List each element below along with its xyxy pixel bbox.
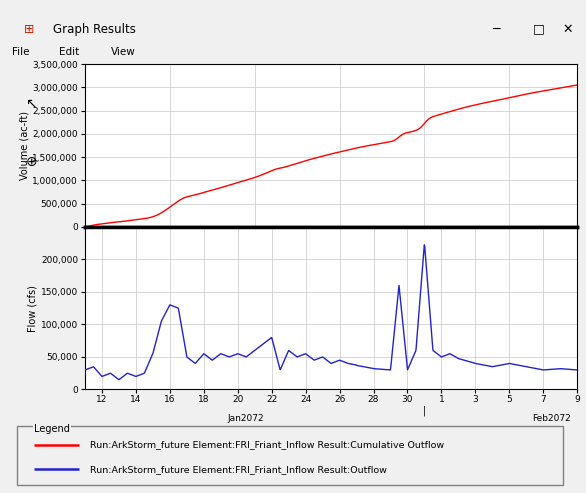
Text: ⊞: ⊞: [23, 23, 34, 35]
Text: Jan2072: Jan2072: [228, 414, 264, 423]
Text: Graph Results: Graph Results: [53, 23, 135, 35]
FancyBboxPatch shape: [18, 425, 563, 486]
Text: □: □: [533, 23, 545, 35]
Text: |: |: [423, 405, 426, 416]
Text: ↖: ↖: [26, 96, 37, 110]
Text: Run:ArkStorm_future Element:FRI_Friant_Inflow Result:Outflow: Run:ArkStorm_future Element:FRI_Friant_I…: [90, 465, 387, 474]
Text: Edit: Edit: [59, 47, 79, 57]
Text: Run:ArkStorm_future Element:FRI_Friant_Inflow Result:Cumulative Outflow: Run:ArkStorm_future Element:FRI_Friant_I…: [90, 440, 445, 449]
Text: Feb2072: Feb2072: [532, 414, 571, 423]
Text: View: View: [111, 47, 136, 57]
Y-axis label: Volume (ac-ft): Volume (ac-ft): [19, 111, 29, 180]
Text: ✕: ✕: [563, 23, 573, 35]
Text: File: File: [12, 47, 29, 57]
Text: ⊕: ⊕: [26, 155, 37, 169]
Text: Legend: Legend: [34, 423, 70, 433]
Y-axis label: Flow (cfs): Flow (cfs): [28, 284, 38, 332]
Text: ─: ─: [492, 23, 500, 35]
